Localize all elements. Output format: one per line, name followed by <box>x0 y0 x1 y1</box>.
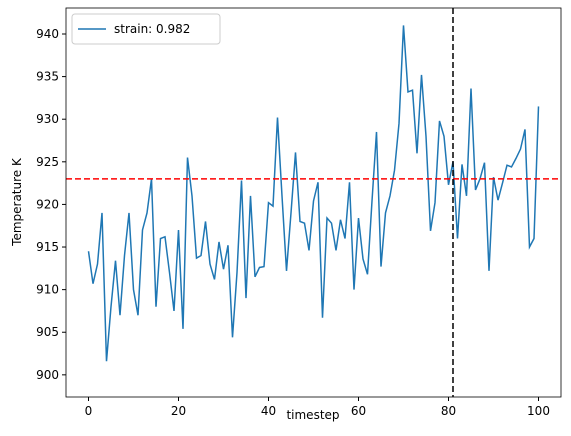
x-tick-label: 0 <box>85 404 93 418</box>
x-tick-label: 20 <box>171 404 186 418</box>
legend-label: strain: 0.982 <box>114 22 190 36</box>
y-tick-label: 905 <box>36 325 59 339</box>
y-tick-label: 935 <box>36 70 59 84</box>
x-tick-label: 60 <box>351 404 366 418</box>
y-tick-label: 930 <box>36 112 59 126</box>
y-tick-label: 915 <box>36 240 59 254</box>
y-tick-label: 920 <box>36 197 59 211</box>
y-tick-label: 940 <box>36 27 59 41</box>
x-axis-label: timestep <box>286 408 339 422</box>
y-tick-label: 900 <box>36 368 59 382</box>
line-series <box>87 25 540 362</box>
plot-frame <box>65 7 562 398</box>
y-axis-label: Temperature K <box>10 157 24 247</box>
y-tick-label: 910 <box>36 283 59 297</box>
x-tick-label: 80 <box>441 404 456 418</box>
legend-box <box>71 13 221 45</box>
x-tick-label: 100 <box>527 404 550 418</box>
x-tick-label: 40 <box>261 404 276 418</box>
y-tick-label: 925 <box>36 155 59 169</box>
